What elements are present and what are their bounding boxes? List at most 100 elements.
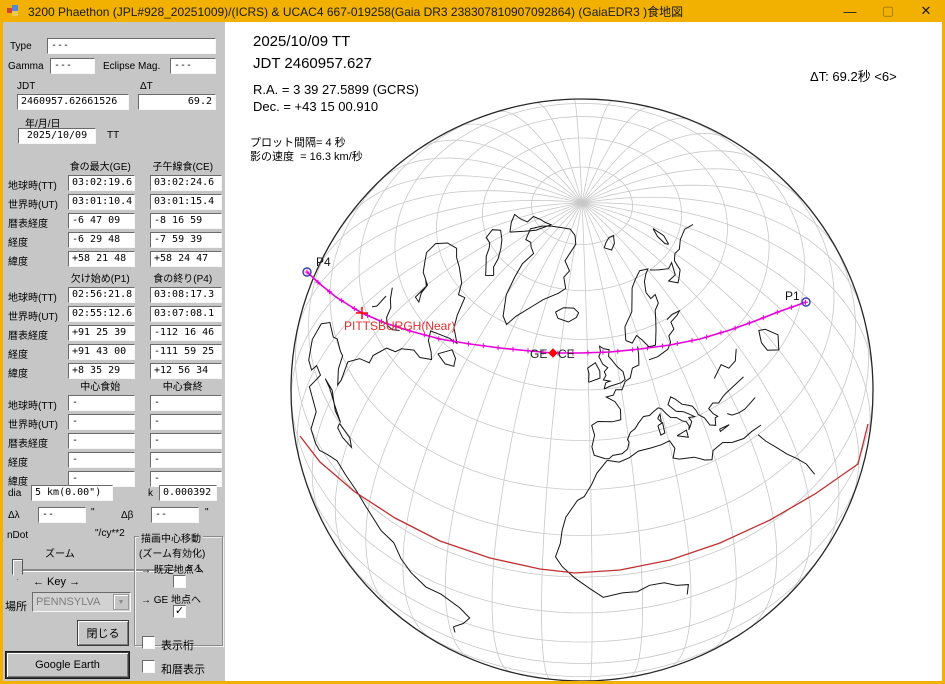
- value-field[interactable]: +91 25 39: [68, 325, 135, 341]
- chevron-down-icon[interactable]: ▼: [113, 594, 129, 610]
- value-field[interactable]: -6 47 09: [68, 213, 135, 229]
- plot-tick-mark: [803, 299, 808, 305]
- coastline: [591, 346, 744, 460]
- site-cross-marker: [356, 307, 368, 319]
- plot-tick-mark: [674, 341, 680, 346]
- value-field[interactable]: -: [150, 395, 222, 411]
- date-label: 年/月/日: [25, 119, 61, 130]
- table-row: 経度 +91 43 00 -111 59 25: [6, 343, 222, 362]
- ce-label: CE: [558, 347, 575, 361]
- value-field[interactable]: -6 29 48: [68, 232, 135, 248]
- zoom-label: ズーム: [45, 549, 75, 560]
- value-field[interactable]: -7 59 39: [150, 232, 222, 248]
- graticule-parallel: [329, 166, 835, 490]
- place-combobox[interactable]: PENNSYLVA ▼: [32, 592, 131, 612]
- value-field[interactable]: -: [68, 452, 135, 468]
- value-field[interactable]: 03:01:10.4: [68, 194, 135, 210]
- plot-tick-mark: [732, 325, 738, 331]
- value-field[interactable]: 03:08:17.3: [150, 287, 222, 303]
- value-field[interactable]: -8 16 59: [150, 213, 222, 229]
- value-field[interactable]: -: [150, 452, 222, 468]
- value-field[interactable]: -: [150, 433, 222, 449]
- graticule-meridian: [296, 202, 583, 462]
- place-label: 場所: [5, 601, 27, 613]
- ge-site-option-label: → GE 地点へ: [141, 595, 202, 606]
- ndot-label: nDot: [7, 530, 29, 541]
- coastline: [414, 242, 458, 304]
- plot-tick-mark: [436, 336, 442, 342]
- ge-site-checkbox[interactable]: ✓: [173, 605, 186, 618]
- graticule-meridian: [581, 106, 651, 204]
- table-row: 地球時(TT) 03:02:19.6 03:02:24.6: [6, 174, 222, 193]
- coastline: [437, 349, 457, 367]
- zoom-slider-thumb[interactable]: [12, 559, 23, 580]
- control-panel: Type --- Gamma --- Eclipse Mag. --- JDT …: [3, 22, 225, 681]
- dbeta-field[interactable]: --: [151, 507, 199, 523]
- value-field[interactable]: 03:02:19.6: [68, 175, 135, 191]
- google-earth-button[interactable]: Google Earth: [6, 652, 129, 678]
- coastline: [676, 429, 689, 438]
- graticule-meridian: [581, 132, 731, 204]
- wareki-checkbox[interactable]: [142, 660, 155, 673]
- value-field[interactable]: -: [150, 414, 222, 430]
- arcsec-label: ": [205, 507, 209, 518]
- coastline: [337, 423, 353, 450]
- graticule-meridian: [491, 202, 583, 673]
- dia-field[interactable]: 5 km(0.00"): [31, 485, 113, 501]
- value-field[interactable]: -111 59 25: [150, 344, 222, 360]
- dia-label: dia: [8, 488, 22, 499]
- close-dialog-button[interactable]: 閉じる: [77, 620, 129, 646]
- value-field[interactable]: +91 43 00: [68, 344, 135, 360]
- graticule-meridian: [573, 98, 583, 203]
- minimize-button[interactable]: —: [843, 3, 857, 19]
- graticule-meridian: [290, 202, 583, 398]
- value-field[interactable]: 02:56:21.8: [68, 287, 135, 303]
- table-row: 経度 - -: [6, 451, 222, 470]
- value-field[interactable]: +12 56 34: [150, 363, 222, 379]
- value-field[interactable]: -112 16 46: [150, 325, 222, 341]
- gamma-field[interactable]: ---: [50, 58, 95, 74]
- zoom-slider-track[interactable]: [13, 569, 175, 572]
- value-field[interactable]: +8 35 29: [68, 363, 135, 379]
- date-field[interactable]: 2025/10/09: [18, 128, 96, 144]
- maximize-button[interactable]: ▢: [881, 3, 895, 18]
- graticule-meridian: [581, 202, 593, 681]
- table-row: 緯度 +58 21 48 +58 24 47: [6, 250, 222, 269]
- section-ge-ce: 食の最大(GE) 子午線食(CE) 地球時(TT) 03:02:19.6 03:02…: [6, 158, 222, 269]
- value-field[interactable]: -: [68, 395, 135, 411]
- titlebar[interactable]: 3200 Phaethon (JPL#928_20251009)/(ICRS) …: [0, 0, 945, 22]
- value-field[interactable]: +58 21 48: [68, 251, 135, 267]
- dlambda-field[interactable]: --: [38, 507, 86, 523]
- value-field[interactable]: 03:07:08.1: [150, 306, 222, 322]
- digits-checkbox-label: 表示桁: [161, 640, 194, 652]
- plot-tick-mark: [327, 289, 333, 295]
- date-suffix-label: TT: [107, 130, 120, 141]
- p1-marker: [801, 297, 811, 307]
- map-jdt-text: JDT 2460957.627: [253, 55, 372, 72]
- delta-t-field[interactable]: 69.2: [138, 94, 216, 110]
- graticule-meridian: [457, 123, 583, 204]
- digits-checkbox[interactable]: [142, 636, 155, 649]
- default-site-checkbox[interactable]: [173, 575, 186, 588]
- value-field[interactable]: +58 24 47: [150, 251, 222, 267]
- occultation-globe-map[interactable]: P4 P1 GE CE PITTSBURGH(Near): [225, 22, 942, 681]
- table-row: 世界時(UT) 03:01:10.4 03:01:15.4: [6, 193, 222, 212]
- jdt-field[interactable]: 2460957.62661526: [17, 94, 129, 110]
- map-dec-text: Dec. = +43 15 00.910: [253, 99, 379, 114]
- value-field[interactable]: 03:02:24.6: [150, 175, 222, 191]
- table-row: 地球時(TT) - -: [6, 394, 222, 413]
- coastline: [502, 225, 577, 326]
- value-field[interactable]: 02:55:12.6: [68, 306, 135, 322]
- graticule-meridian: [365, 202, 583, 610]
- close-button[interactable]: ✕: [920, 3, 932, 18]
- value-field[interactable]: -: [68, 433, 135, 449]
- k-field[interactable]: 0.000392: [159, 485, 217, 501]
- coastline: [509, 213, 553, 233]
- map-area[interactable]: P4 P1 GE CE PITTSBURGH(Near) 2025/10/09 TT J…: [225, 22, 942, 681]
- value-field[interactable]: 03:01:15.4: [150, 194, 222, 210]
- shadow-track-line: [306, 271, 807, 354]
- type-field[interactable]: ---: [47, 38, 216, 54]
- coastline: [713, 348, 737, 379]
- eclipse-mag-field[interactable]: ---: [170, 58, 216, 74]
- value-field[interactable]: -: [68, 414, 135, 430]
